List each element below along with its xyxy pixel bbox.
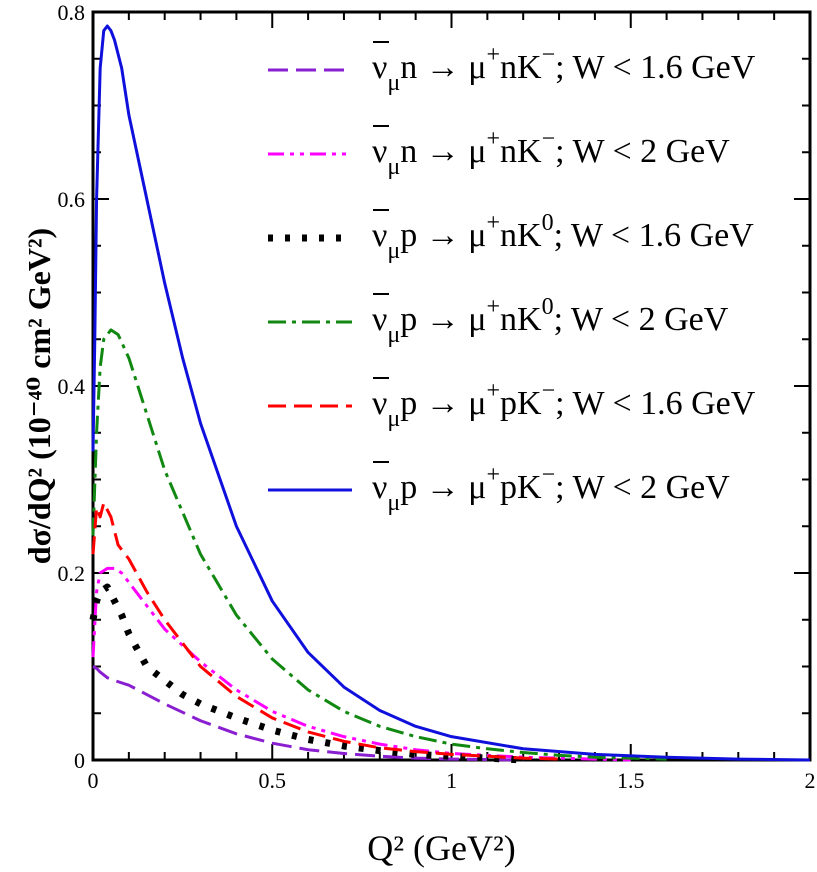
legend-cut: ; W < 1.6 GeV	[555, 385, 756, 422]
legend-entry-2: νμn → μ+nK−; W < 2 GeV	[268, 125, 730, 180]
legend-subscript: μ	[387, 154, 400, 180]
legend-reaction: p → μ	[400, 385, 486, 422]
series-line-1	[92, 665, 524, 762]
legend-superscript: −	[542, 126, 556, 152]
legend-products: nK	[500, 133, 542, 170]
legend-cut: ; W < 2 GeV	[555, 133, 730, 170]
x-tick-label: 1.5	[617, 768, 645, 793]
legend-products: pK	[500, 385, 542, 422]
x-tick-label: 2	[805, 768, 816, 793]
labels-layer: Q² (GeV²) dσ/dQ² (10⁻⁴⁰ cm² GeV²)	[21, 228, 516, 868]
legend-entry-3: νμp → μ+nK0; W < 1.6 GeV	[268, 209, 754, 264]
legend-products: nK	[500, 301, 542, 338]
legend-superscript: 0	[542, 210, 554, 236]
series-line-3	[89, 583, 524, 764]
legend-nu: ν	[372, 385, 387, 422]
y-tick-label: 0.2	[58, 561, 86, 586]
series-layer	[89, 24, 811, 764]
legend-nu: ν	[372, 469, 387, 506]
legend-superscript: −	[542, 42, 556, 68]
legend-reaction: n → μ	[400, 49, 486, 86]
legend-subscript: μ	[387, 490, 400, 516]
legend-reaction: p → μ	[400, 469, 486, 506]
legend-cut: ; W < 2 GeV	[554, 301, 729, 338]
legend-superscript: +	[486, 294, 500, 320]
legend-subscript: μ	[387, 406, 400, 432]
legend-entry-4: νμp → μ+nK0; W < 2 GeV	[268, 293, 729, 348]
y-tick-label: 0.8	[58, 0, 86, 25]
series-line-2	[91, 566, 631, 762]
series-line-4	[91, 328, 667, 761]
legend-nu: ν	[372, 301, 387, 338]
x-axis-title: Q² (GeV²)	[367, 828, 516, 868]
legend-superscript: 0	[542, 294, 554, 320]
y-tick-label: 0	[74, 748, 85, 773]
legend-label-3: νμp → μ+nK0; W < 1.6 GeV	[372, 210, 754, 264]
legend-superscript: −	[542, 378, 556, 404]
legend-entry-6: νμp → μ+pK−; W < 2 GeV	[268, 461, 730, 516]
series-line-6	[91, 24, 811, 762]
legend-cut: ; W < 1.6 GeV	[554, 217, 755, 254]
legend-products: nK	[500, 49, 542, 86]
legend-nu: ν	[372, 217, 387, 254]
legend-reaction: p → μ	[400, 217, 486, 254]
legend-entry-1: νμn → μ+nK−; W < 1.6 GeV	[268, 41, 756, 96]
legend-superscript: +	[486, 378, 500, 404]
legend-nu: ν	[372, 133, 387, 170]
legend-subscript: μ	[387, 238, 400, 264]
legend-label-2: νμn → μ+nK−; W < 2 GeV	[372, 126, 730, 180]
legend-subscript: μ	[387, 70, 400, 96]
legend-entry-5: νμp → μ+pK−; W < 1.6 GeV	[268, 377, 756, 432]
legend-superscript: −	[542, 462, 556, 488]
legend-superscript: +	[486, 210, 500, 236]
y-axis-title: dσ/dQ² (10⁻⁴⁰ cm² GeV²)	[21, 228, 57, 564]
legend-superscript: +	[486, 126, 500, 152]
legend-reaction: n → μ	[400, 133, 486, 170]
legend-reaction: p → μ	[400, 301, 486, 338]
legend-products: nK	[500, 217, 542, 254]
legend-label-5: νμp → μ+pK−; W < 1.6 GeV	[372, 378, 756, 432]
legend-label-6: νμp → μ+pK−; W < 2 GeV	[372, 462, 730, 516]
legend-cut: ; W < 2 GeV	[555, 469, 730, 506]
legend-superscript: +	[486, 42, 500, 68]
legend-label-4: νμp → μ+nK0; W < 2 GeV	[372, 294, 729, 348]
legend-superscript: +	[486, 462, 500, 488]
legend-label-1: νμn → μ+nK−; W < 1.6 GeV	[372, 42, 756, 96]
series-line-5	[91, 501, 560, 761]
x-tick-label: 0	[88, 768, 99, 793]
y-tick-label: 0.6	[58, 187, 86, 212]
x-tick-label: 0.5	[259, 768, 287, 793]
legend-subscript: μ	[387, 322, 400, 348]
y-tick-label: 0.4	[58, 374, 86, 399]
legend-products: pK	[500, 469, 542, 506]
legend-cut: ; W < 1.6 GeV	[555, 49, 756, 86]
x-tick-label: 1	[446, 768, 457, 793]
legend-nu: ν	[372, 49, 387, 86]
